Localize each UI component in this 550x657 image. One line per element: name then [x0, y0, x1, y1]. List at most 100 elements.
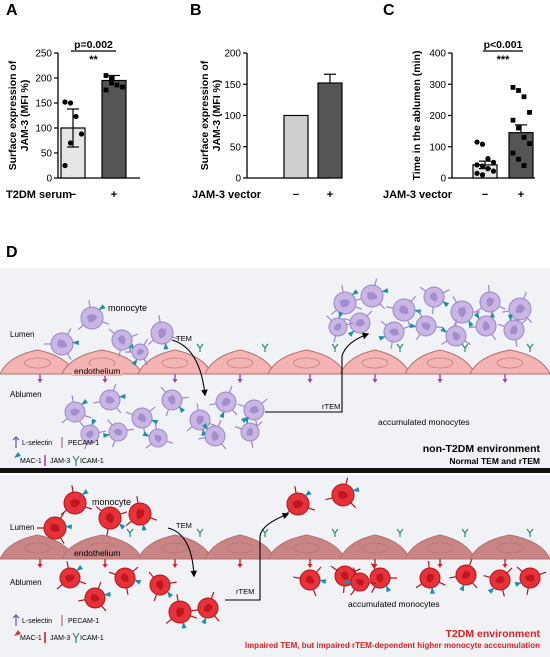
cell-nucleus — [452, 331, 461, 342]
mac1-receptor — [385, 585, 392, 593]
cell-nucleus — [204, 603, 213, 612]
x-axis-label: JAM-3 vector — [192, 189, 262, 201]
cell-process — [220, 443, 227, 450]
cell-process — [66, 561, 69, 569]
cell-process — [498, 305, 506, 310]
monocyte-cell — [125, 496, 158, 531]
monocyte-cell — [440, 319, 472, 347]
cell-process — [108, 328, 115, 335]
chart-B: 0 50 100 150 200 Surface expression of JAM-3 (… — [192, 49, 343, 201]
data-point — [120, 84, 125, 90]
cell-process — [468, 558, 473, 566]
cell-process — [210, 591, 215, 599]
mac1-receptor — [319, 579, 327, 585]
cell-process — [83, 442, 88, 450]
panel-label-b: B — [190, 2, 202, 19]
monocyte-cell — [449, 558, 478, 592]
cell-process — [386, 306, 394, 309]
cell-process — [196, 403, 199, 411]
cell-process — [59, 512, 65, 519]
cell-process — [85, 506, 93, 510]
cell-process — [526, 317, 533, 324]
legend-mac-glyph — [14, 630, 21, 636]
cell-process — [370, 562, 376, 570]
cell-process — [410, 295, 417, 302]
cell-process — [213, 615, 220, 622]
monocyte-cell — [514, 566, 547, 595]
cell-process — [158, 315, 161, 323]
x-tick-label: + — [518, 189, 524, 201]
cell-process — [431, 306, 434, 314]
cell-process — [165, 618, 172, 625]
cell-process — [190, 615, 198, 619]
cell-process — [440, 340, 448, 346]
cell-nucleus — [85, 430, 94, 439]
legend-icam-top: ICAM-1 — [80, 458, 104, 465]
y-axis-label: JAM-3 (MFI %) — [19, 80, 31, 152]
icam1-marker — [396, 528, 404, 537]
endothelial-nucleus — [161, 357, 189, 369]
x-axis-label: JAM-3 vector — [383, 189, 453, 201]
y-tick-label: 400 — [429, 49, 446, 60]
monocyte-cell — [191, 591, 220, 625]
cell-process — [132, 566, 139, 573]
cell-process — [126, 428, 134, 432]
data-point — [485, 166, 491, 172]
jam3-marker — [237, 564, 243, 568]
jam3-marker — [437, 564, 443, 568]
chart-A: 0 50 100 150 200 250 Surface expression of JAM-… — [6, 39, 140, 201]
icam1-marker — [261, 343, 269, 352]
legend-jam-top: JAM-3 — [50, 458, 71, 465]
mac1-receptor — [201, 617, 207, 625]
cell-nucleus — [90, 594, 100, 602]
y-tick-label: 0 — [46, 174, 52, 185]
endothelium-label-top: endothelium — [72, 366, 123, 376]
cell-nucleus — [333, 323, 342, 332]
cell-process — [98, 430, 106, 434]
data-point — [103, 73, 109, 78]
cell-nucleus — [120, 573, 129, 582]
cell-process — [419, 286, 427, 292]
cell-process — [143, 338, 149, 346]
cell-process — [502, 589, 505, 597]
cell-process — [390, 341, 393, 349]
cell-nucleus — [56, 339, 67, 348]
mac1-receptor — [351, 289, 359, 296]
cell-nucleus — [105, 396, 115, 404]
mac1-receptor — [381, 288, 389, 293]
cell-process — [66, 328, 72, 335]
endothelial-nucleus — [293, 542, 320, 554]
y-tick-label: 50 — [230, 142, 242, 153]
monocyte-cell — [56, 561, 87, 590]
cell-process — [342, 585, 345, 593]
monocyte-cell — [450, 296, 481, 328]
cell-process — [125, 351, 133, 353]
monocyte-cell — [36, 512, 72, 544]
cell-nucleus — [136, 348, 145, 355]
mac1-receptor — [118, 523, 126, 530]
mac1-receptor — [219, 411, 225, 419]
mac1-receptor — [91, 418, 97, 426]
monocyte-cell — [283, 486, 316, 517]
cell-process — [153, 594, 158, 602]
endothelial-nucleus — [361, 542, 389, 554]
monocyte-cell — [378, 320, 411, 349]
ablumen-label-top: Ablumen — [10, 390, 42, 399]
data-point — [474, 139, 480, 145]
cell-process — [294, 486, 297, 494]
cell-process — [160, 386, 167, 393]
jam3-marker — [172, 379, 178, 383]
cell-process — [464, 340, 472, 346]
legend-lselectin-bot: L-selectin — [22, 618, 52, 625]
cell-nucleus — [515, 304, 526, 314]
endothelial-nucleus — [24, 542, 51, 554]
monocyte-cell — [343, 310, 373, 340]
cell-process — [36, 527, 44, 529]
endothelial-nucleus — [496, 357, 524, 369]
cell-process — [370, 586, 376, 594]
data-point — [109, 76, 114, 81]
data-point — [73, 113, 79, 120]
mac1-receptor — [338, 311, 344, 319]
y-axis-label: Time in the ablumen (min) — [411, 51, 423, 181]
